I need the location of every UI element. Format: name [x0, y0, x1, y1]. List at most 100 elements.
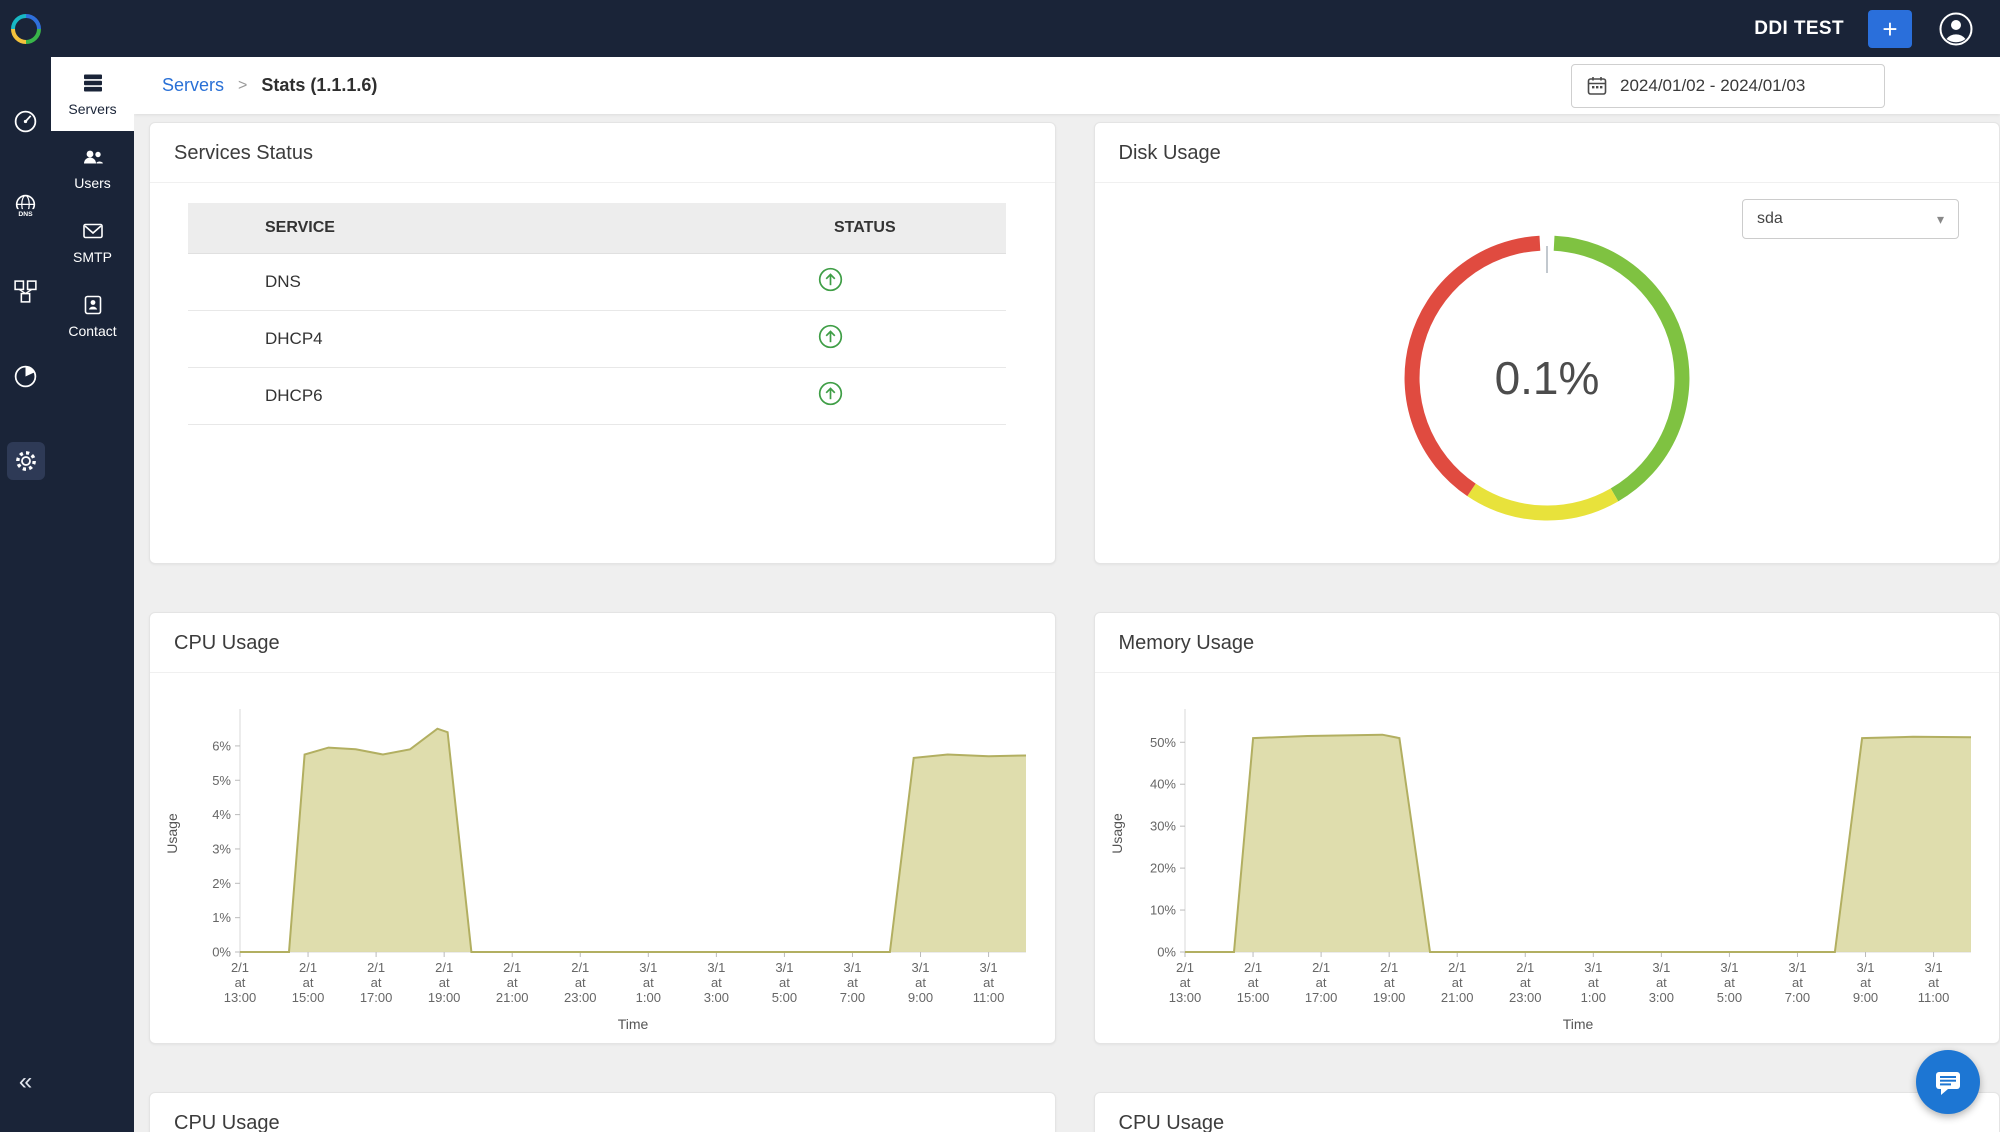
- card-title: Memory Usage: [1094, 613, 1999, 673]
- app-logo[interactable]: [0, 12, 51, 46]
- card-title: Services Status: [150, 123, 1055, 183]
- smtp-envelope-icon: [82, 223, 103, 238]
- user-avatar-icon: [1939, 12, 1973, 45]
- card-title: CPU Usage: [150, 613, 1055, 673]
- svg-text:50%: 50%: [1149, 735, 1175, 750]
- breadcrumb-separator: >: [238, 76, 248, 94]
- svg-text:0%: 0%: [1157, 945, 1176, 960]
- svg-text:10%: 10%: [1149, 903, 1175, 918]
- table-row: DHCP4: [188, 310, 1006, 368]
- reports-pie-icon[interactable]: [7, 357, 45, 395]
- sidebar-item-label: SMTP: [73, 248, 112, 265]
- services-status-card: Services Status SERVICE STATUS DNS: [149, 122, 1056, 564]
- users-icon: [83, 150, 103, 163]
- disk-usage-donut: 0.1%: [1095, 223, 2000, 533]
- breadcrumb-bar: Servers > Stats (1.1.1.6) 2024/01/02 - 2…: [134, 57, 2000, 114]
- svg-text:3%: 3%: [212, 841, 231, 856]
- status-up-icon: [818, 381, 843, 406]
- svg-text:0.1%: 0.1%: [1494, 352, 1599, 404]
- date-range-picker[interactable]: 2024/01/02 - 2024/01/03: [1571, 63, 1885, 108]
- column-header-service: SERVICE: [188, 203, 785, 254]
- disk-device-value: sda: [1757, 210, 1783, 227]
- svg-text:30%: 30%: [1149, 819, 1175, 834]
- svg-text:Time: Time: [618, 1016, 649, 1032]
- svg-text:6%: 6%: [212, 738, 231, 753]
- subnet-tree-icon[interactable]: [7, 272, 45, 310]
- disk-device-select[interactable]: sda ▾: [1742, 199, 1959, 239]
- sidebar-item-label: Contact: [68, 322, 117, 339]
- icon-rail: DNS: [0, 57, 51, 1132]
- table-row: DNS: [188, 253, 1006, 311]
- svg-text:20%: 20%: [1149, 861, 1175, 876]
- service-name: DNS: [188, 253, 785, 311]
- logo-swirl-icon: [10, 13, 41, 44]
- svg-text:0%: 0%: [212, 945, 231, 960]
- svg-text:Usage: Usage: [1109, 813, 1125, 854]
- svg-text:40%: 40%: [1149, 777, 1175, 792]
- chat-fab-button[interactable]: [1916, 1050, 1980, 1114]
- sidebar-item-servers[interactable]: Servers: [51, 57, 134, 131]
- breadcrumb-servers-link[interactable]: Servers: [162, 75, 225, 95]
- settings-gear-icon[interactable]: [6, 442, 45, 480]
- card-title: CPU Usage: [150, 1093, 1055, 1132]
- bottom-right-card: CPU Usage: [1093, 1092, 2000, 1132]
- svg-text:Usage: Usage: [164, 813, 180, 854]
- workspace-name: DDI TEST: [1754, 17, 1844, 39]
- svg-text:1%: 1%: [212, 910, 231, 925]
- page-title: Stats (1.1.1.6): [261, 75, 378, 95]
- bottom-left-card: CPU Usage: [149, 1092, 1056, 1132]
- calendar-icon: [1587, 76, 1607, 95]
- table-header-row: SERVICE STATUS: [188, 203, 1006, 254]
- servers-icon: [83, 74, 102, 91]
- sidebar-item-users[interactable]: Users: [51, 131, 134, 205]
- status-up-icon: [818, 267, 843, 292]
- sidebar-collapse-button[interactable]: «: [18, 1068, 33, 1095]
- section-sidebar: Servers Users SMTP Contact: [51, 57, 134, 1132]
- sidebar-item-smtp[interactable]: SMTP: [51, 205, 134, 279]
- svg-text:Time: Time: [1562, 1016, 1593, 1032]
- svg-text:5%: 5%: [212, 773, 231, 788]
- sidebar-item-contact[interactable]: Contact: [51, 279, 134, 353]
- svg-text:2%: 2%: [212, 876, 231, 891]
- topbar: DDI TEST +: [0, 0, 2000, 57]
- dns-globe-icon[interactable]: DNS: [7, 187, 45, 225]
- date-range-value: 2024/01/02 - 2024/01/03: [1620, 75, 1806, 95]
- dashboard-gauge-icon[interactable]: [7, 102, 45, 140]
- card-title: Disk Usage: [1094, 123, 1999, 183]
- add-button[interactable]: +: [1868, 9, 1912, 48]
- chat-bubble-icon: [1936, 1072, 1960, 1095]
- disk-usage-card: Disk Usage sda ▾ 0.1%: [1093, 122, 2000, 564]
- topbar-actions: DDI TEST +: [1754, 9, 2000, 49]
- memory-usage-chart: 0% 10% 20% 30% 40% 50% 2/1 at 13:00 2/1 at 15:00 2/1…: [1095, 673, 2000, 1039]
- svg-text:DNS: DNS: [18, 210, 33, 217]
- column-header-status: STATUS: [785, 203, 1006, 254]
- service-name: DHCP6: [188, 367, 785, 425]
- table-row: DHCP6: [188, 367, 1006, 425]
- account-avatar[interactable]: [1936, 9, 1976, 49]
- sidebar-item-label: Servers: [68, 100, 117, 117]
- memory-usage-card: Memory Usage 0% 10% 20% 30% 40% 50% 2/1 at 13:00…: [1093, 612, 2000, 1044]
- main-content: Services Status SERVICE STATUS DNS: [134, 114, 2000, 1132]
- svg-text:4%: 4%: [212, 807, 231, 822]
- card-title: CPU Usage: [1095, 1093, 2000, 1132]
